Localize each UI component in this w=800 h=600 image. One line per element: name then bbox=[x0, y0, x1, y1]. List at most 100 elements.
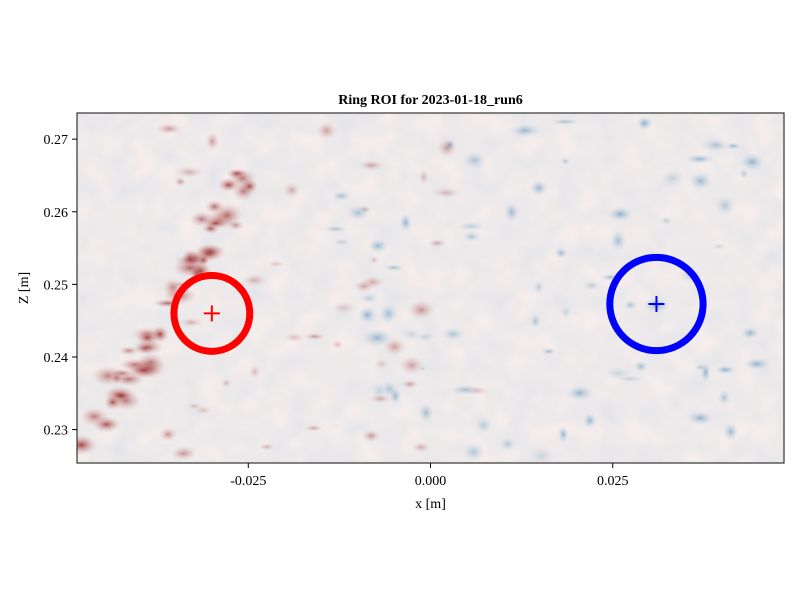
heatmap-blob bbox=[158, 427, 178, 442]
heatmap-blob bbox=[565, 384, 594, 402]
heatmap-blob bbox=[607, 206, 634, 222]
heatmap-blob bbox=[687, 410, 714, 426]
heatmap-blob bbox=[316, 121, 338, 140]
heatmap-blob bbox=[441, 327, 465, 341]
heatmap-blob bbox=[560, 157, 571, 166]
heatmap-blob bbox=[217, 177, 240, 193]
heatmap-blob bbox=[407, 300, 436, 320]
y-tick-label: 0.26 bbox=[44, 206, 69, 221]
heatmap-blob bbox=[529, 179, 549, 197]
heatmap-blob bbox=[533, 280, 545, 295]
heatmap-blob bbox=[174, 166, 205, 178]
heatmap-blob bbox=[659, 216, 673, 225]
heatmap-blob bbox=[583, 280, 601, 291]
y-tick-label: 0.24 bbox=[44, 351, 69, 366]
heatmap-blob bbox=[304, 424, 324, 432]
heatmap-blob bbox=[740, 326, 760, 340]
heatmap-blob bbox=[367, 238, 389, 254]
heatmap-blob bbox=[134, 342, 156, 355]
heatmap-blob bbox=[415, 332, 436, 342]
heatmap-blob bbox=[541, 347, 557, 356]
heatmap-blob bbox=[633, 360, 649, 373]
heatmap-blob bbox=[401, 379, 419, 389]
x-tick-label: -0.025 bbox=[230, 474, 266, 489]
y-axis: 0.23 0.24 0.25 0.26 0.27 bbox=[44, 133, 77, 439]
heatmap-blob bbox=[603, 365, 633, 381]
heatmap-blob bbox=[739, 152, 765, 172]
heatmap-blob bbox=[332, 238, 351, 246]
heatmap-blob bbox=[509, 123, 541, 138]
x-tick-label: 0.025 bbox=[597, 474, 629, 489]
heatmap-blob bbox=[303, 332, 326, 341]
heatmap-blob bbox=[714, 365, 737, 375]
heatmap-blob bbox=[714, 194, 737, 217]
heatmap-blob bbox=[196, 254, 210, 267]
y-axis-label: Z [m] bbox=[17, 272, 32, 304]
heatmap-blob bbox=[498, 436, 518, 452]
heatmap-blob bbox=[554, 246, 568, 260]
heatmap-blob bbox=[456, 221, 486, 232]
heatmap-blob bbox=[684, 154, 715, 164]
heatmap-blob bbox=[282, 182, 301, 199]
heatmap-blob bbox=[635, 116, 653, 131]
heatmap-field bbox=[77, 116, 771, 463]
heatmap-blob bbox=[346, 204, 370, 221]
heatmap-blob bbox=[725, 142, 742, 150]
heatmap-blob bbox=[331, 301, 357, 314]
heatmap-blob bbox=[362, 429, 381, 443]
heatmap-blob bbox=[110, 368, 134, 378]
heatmap-blob bbox=[610, 229, 627, 252]
heatmap-blob bbox=[371, 381, 388, 402]
heatmap-blob bbox=[717, 389, 731, 407]
heatmap-blob bbox=[361, 328, 393, 347]
heatmap-blob bbox=[266, 260, 286, 268]
heatmap-blob bbox=[258, 443, 275, 451]
heatmap-blob bbox=[418, 168, 429, 186]
x-tick-label: 0.000 bbox=[415, 474, 447, 489]
heatmap-blob bbox=[359, 292, 379, 305]
heatmap-blob bbox=[186, 402, 203, 410]
heatmap-blob bbox=[583, 412, 597, 429]
heatmap-blob bbox=[623, 300, 638, 311]
heatmap-blob bbox=[79, 406, 109, 427]
heatmap-blob bbox=[559, 304, 573, 320]
heatmap-blob bbox=[111, 391, 132, 401]
heatmap-blob bbox=[444, 139, 455, 151]
heatmap-blob bbox=[205, 131, 220, 151]
heatmap-blob bbox=[711, 242, 727, 251]
y-tick-label: 0.25 bbox=[44, 278, 69, 293]
heatmap-blob bbox=[557, 425, 569, 443]
heatmap-blob bbox=[462, 150, 488, 170]
y-tick-label: 0.27 bbox=[44, 133, 69, 148]
x-axis-label: x [m] bbox=[415, 497, 446, 512]
heatmap-blob bbox=[181, 248, 199, 268]
heatmap-blob bbox=[227, 220, 245, 231]
heatmap-blob bbox=[461, 230, 481, 243]
heatmap-blob bbox=[474, 416, 493, 434]
heatmap-blob bbox=[742, 357, 771, 371]
heatmap-blob bbox=[462, 441, 486, 463]
heatmap-blob bbox=[530, 313, 541, 329]
heatmap-blob bbox=[170, 446, 197, 461]
heatmap-blob bbox=[526, 445, 558, 463]
plot-area bbox=[77, 113, 784, 463]
heatmap-blob bbox=[738, 167, 749, 180]
heatmap-blob bbox=[151, 325, 169, 343]
heatmap-blob bbox=[378, 303, 399, 324]
rings-layer bbox=[170, 253, 707, 355]
heatmap-blob bbox=[417, 402, 435, 424]
heatmap-blob bbox=[689, 172, 712, 190]
heatmap-blob bbox=[178, 317, 204, 328]
ring-roi-2 bbox=[606, 253, 707, 355]
heatmap-blob bbox=[331, 190, 352, 202]
heatmap-blob bbox=[722, 422, 739, 441]
heatmap-blob bbox=[331, 339, 344, 350]
heatmap-blob bbox=[659, 168, 686, 189]
heatmap-blob bbox=[248, 364, 261, 379]
heatmap-blob bbox=[431, 187, 461, 199]
heatmap-blob bbox=[283, 332, 306, 343]
heatmap-blob bbox=[373, 359, 390, 369]
y-tick-label: 0.23 bbox=[44, 424, 69, 439]
heatmap-blob bbox=[449, 384, 480, 396]
